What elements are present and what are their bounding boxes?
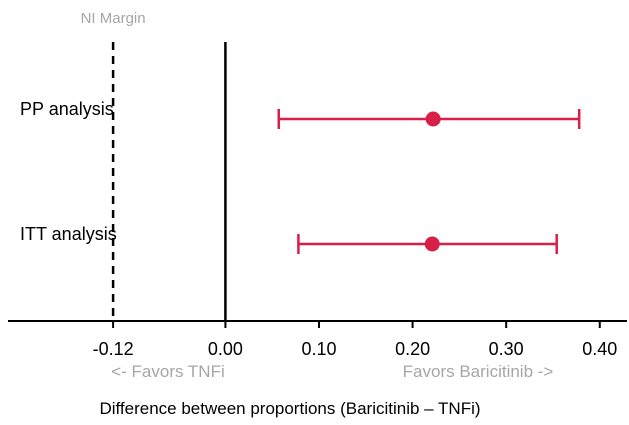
x-tick-label: 0.20 (395, 339, 430, 359)
x-axis-title: Difference between proportions (Bariciti… (99, 399, 480, 418)
favors-tnfi-label: <- Favors TNFi (111, 362, 225, 381)
x-tick-label: 0.10 (301, 339, 336, 359)
x-tick-label: 0.30 (489, 339, 524, 359)
forest-row (277, 109, 581, 129)
row-label: PP analysis (20, 99, 114, 119)
point-estimate (425, 111, 441, 127)
point-estimate (424, 236, 440, 252)
row-label: ITT analysis (20, 224, 117, 244)
forest-row (297, 234, 558, 254)
ni-margin-label: NI Margin (81, 10, 146, 27)
favors-baricitinib-label: Favors Baricitinib -> (403, 362, 554, 381)
x-tick-label: 0.40 (582, 339, 617, 359)
x-tick-label: -0.12 (93, 339, 134, 359)
x-tick-label: 0.00 (208, 339, 243, 359)
